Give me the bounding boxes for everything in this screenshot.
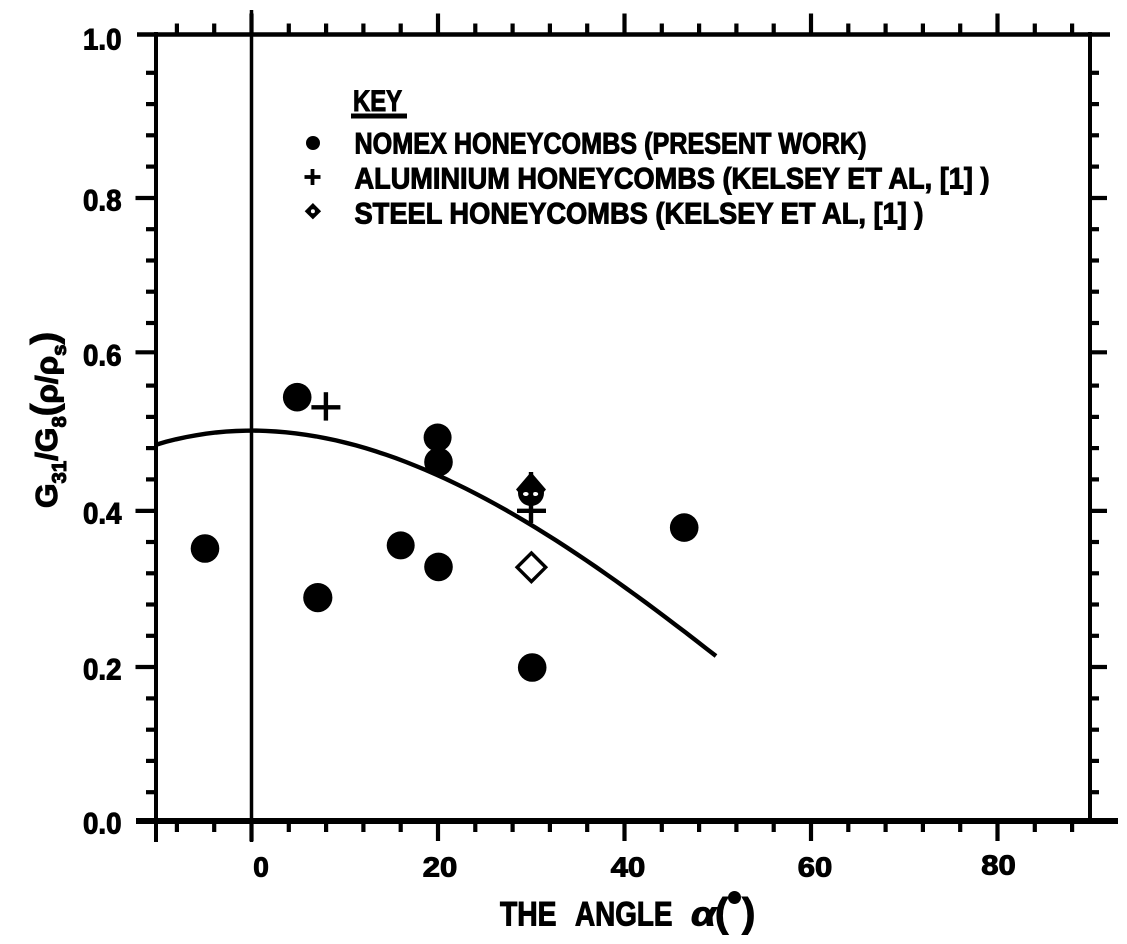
svg-text:): ) xyxy=(742,891,755,935)
svg-text:ALUMINIUM HONEYCOMBS (KELSEY E: ALUMINIUM HONEYCOMBS (KELSEY ET AL, [1] … xyxy=(355,163,990,196)
svg-text:0.6: 0.6 xyxy=(83,340,122,373)
svg-text:40: 40 xyxy=(611,852,646,883)
svg-text:(: ( xyxy=(715,891,729,935)
svg-text:α: α xyxy=(691,896,718,934)
svg-text:0: 0 xyxy=(253,852,269,883)
svg-text:STEEL HONEYCOMBS (KELSEY ET AL: STEEL HONEYCOMBS (KELSEY ET AL, [1] ) xyxy=(355,198,924,231)
svg-text:KEY: KEY xyxy=(353,85,402,118)
svg-text:0.2: 0.2 xyxy=(83,654,122,687)
svg-text:G31/G8(ρ/ρs): G31/G8(ρ/ρs) xyxy=(24,332,71,508)
svg-text:80: 80 xyxy=(981,850,1016,881)
svg-text:0.0: 0.0 xyxy=(83,808,122,841)
svg-text:NOMEX HONEYCOMBS (PRESENT WORK: NOMEX HONEYCOMBS (PRESENT WORK) xyxy=(355,128,867,161)
svg-text:THE: THE xyxy=(500,896,557,934)
svg-text:20: 20 xyxy=(423,852,458,883)
svg-text:1.0: 1.0 xyxy=(83,24,122,57)
svg-text:60: 60 xyxy=(798,852,833,883)
svg-text:0.8: 0.8 xyxy=(83,185,122,218)
svg-text:ANGLE: ANGLE xyxy=(575,896,673,934)
svg-text:0.4: 0.4 xyxy=(83,498,122,531)
